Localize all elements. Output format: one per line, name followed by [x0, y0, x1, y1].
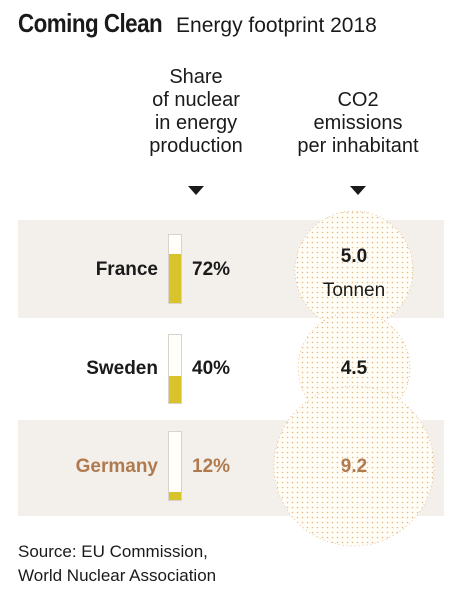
- share-header-line: production: [149, 135, 243, 157]
- co2-value: 9.2: [340, 456, 368, 477]
- co2-header-line: emissions: [313, 112, 403, 134]
- co2-value: 5.0: [340, 246, 368, 267]
- share-header-line: of nuclear: [152, 89, 240, 111]
- co2-bubble-texture: [294, 210, 414, 330]
- share-bar: [169, 491, 181, 500]
- source-note: Source: EU Commission, World Nuclear Ass…: [18, 540, 216, 588]
- country-label: Sweden: [86, 358, 158, 379]
- co2-header-line: per inhabitant: [297, 135, 419, 157]
- co2-unit-label: Tonnen: [322, 280, 386, 301]
- co2-column-header: CO2 emissions per inhabitant: [280, 89, 436, 158]
- chart-title-row: Coming Clean Energy footprint 2018: [18, 8, 377, 39]
- co2-bubble-texture: [273, 385, 435, 547]
- share-value: 40%: [192, 358, 231, 379]
- share-bar: [169, 254, 181, 303]
- chart-subtitle: Energy footprint 2018: [176, 14, 377, 37]
- share-arrow-icon: [188, 186, 204, 195]
- share-value: 12%: [192, 456, 231, 477]
- source-line: World Nuclear Association: [18, 566, 217, 585]
- country-label: Germany: [75, 456, 158, 477]
- share-bar-frame: [168, 234, 182, 304]
- country-label: France: [95, 259, 158, 280]
- co2-arrow-icon: [350, 186, 366, 195]
- share-column-header: Share of nuclear in energy production: [140, 66, 252, 158]
- share-bar-frame: [168, 431, 182, 501]
- share-header-line: Share: [169, 66, 223, 88]
- share-bar-frame: [168, 334, 182, 404]
- co2-value: 4.5: [340, 358, 368, 379]
- source-line: Source: EU Commission,: [18, 542, 208, 561]
- co2-header-line: CO2: [337, 89, 379, 111]
- share-value: 72%: [192, 259, 231, 280]
- chart-title: Coming Clean: [18, 8, 163, 38]
- share-header-line: in energy: [154, 112, 238, 134]
- share-bar: [169, 375, 181, 403]
